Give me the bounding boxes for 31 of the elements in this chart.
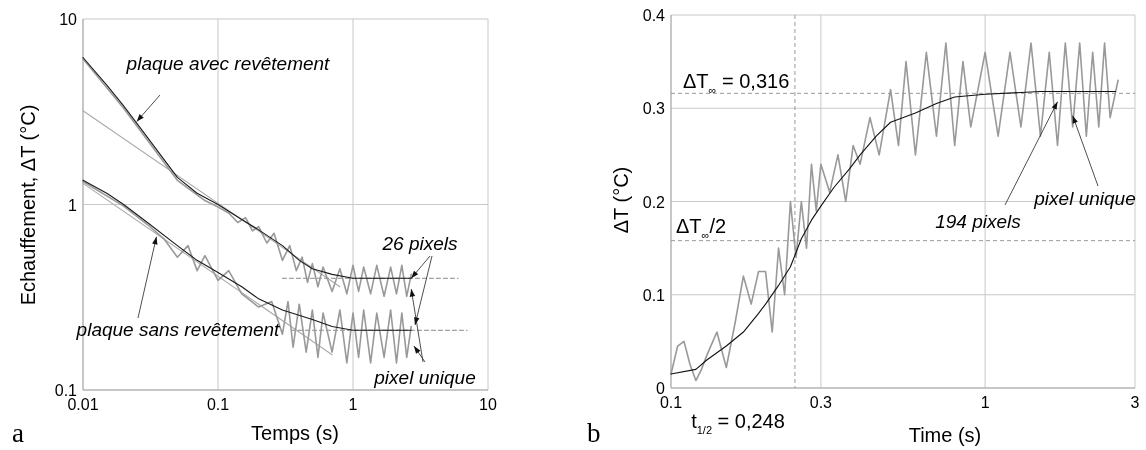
- x-tick-label: 1: [348, 396, 358, 413]
- annotation: 194 pixels: [935, 211, 1022, 232]
- ref-line-label: t$_{1/2}$ = 0,248: [691, 410, 785, 436]
- y-tick-label: 0.1: [642, 286, 666, 304]
- annotation: pixel unique: [373, 367, 476, 388]
- x-tick-label: 10: [479, 396, 497, 413]
- x-tick-label: 1: [980, 394, 990, 411]
- y-tick-label: 0: [656, 380, 666, 397]
- y-tick-label: 1: [68, 196, 78, 214]
- x-tick-label: 0.1: [659, 394, 683, 411]
- ref-line-label: ΔT$_{∞}$/2: [676, 215, 727, 241]
- annotation: 26 pixels: [381, 233, 458, 254]
- x-tick-label: 0.3: [809, 394, 833, 411]
- text: b: [587, 418, 601, 448]
- y-axis-title: Echauffement, ΔT (°C): [17, 104, 39, 306]
- y-axis-title: ΔT (°C): [610, 166, 632, 234]
- x-axis-title: Time (s): [908, 424, 982, 446]
- annotation: plaque sans revêtement: [75, 319, 281, 340]
- x-tick-label: 0.1: [206, 396, 230, 413]
- text: a: [12, 418, 24, 448]
- y-tick-label: 10: [59, 11, 78, 28]
- y-tick-label: 0.4: [642, 7, 666, 24]
- annotation: plaque avec revêtement: [125, 53, 331, 74]
- annotation: pixel unique: [1033, 188, 1136, 209]
- x-tick-label: 3: [1130, 394, 1140, 411]
- x-tick-label: 0.01: [67, 396, 99, 413]
- y-tick-label: 0.3: [642, 100, 666, 118]
- x-axis-title: Temps (s): [251, 422, 339, 444]
- y-tick-label: 0.1: [54, 382, 78, 399]
- y-tick-label: 0.2: [642, 193, 666, 211]
- ref-line-label: ΔT$_{∞}$ = 0,316: [683, 70, 790, 96]
